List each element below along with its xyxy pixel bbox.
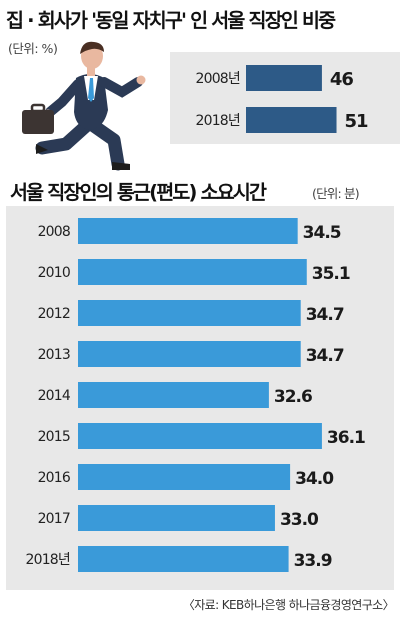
unit-label-commute: (단위: 분)	[312, 186, 360, 201]
chart2-category-label: 2008	[38, 224, 70, 240]
chart1-bar	[246, 107, 337, 133]
chart1-category-label: 2018년	[195, 113, 240, 129]
businessman-running-illustration	[22, 41, 146, 171]
chart1-bar	[246, 65, 322, 91]
chart2-bar	[78, 382, 269, 408]
chart2-bar	[78, 300, 301, 326]
chart2-category-label: 2010	[38, 265, 70, 281]
chart2-value-label: 34.7	[306, 305, 344, 325]
chart2-category-label: 2014	[38, 388, 71, 404]
chart1-category-label: 2008년	[195, 71, 240, 87]
chart2-value-label: 34.5	[303, 223, 341, 243]
chart-commute-time: 2008 34.5 2010 35.1 2012 34.7 2013 34.7 2014 32.6…	[6, 206, 394, 590]
chart2-value-label: 33.9	[294, 551, 332, 571]
chart2-category-label: 2017	[38, 511, 70, 527]
chart1-value-label: 46	[330, 69, 354, 90]
chart2-category-label: 2013	[38, 347, 70, 363]
chart2-category-label: 2016	[38, 470, 71, 486]
chart2-value-label: 34.0	[295, 469, 334, 489]
chart2-value-label: 36.1	[327, 428, 365, 448]
chart1-value-label: 51	[345, 111, 369, 132]
chart2-bar	[78, 218, 298, 244]
chart2-bar	[78, 259, 307, 285]
chart-title-commute: 서울 직장인의 통근(편도) 소요시간	[10, 181, 267, 204]
chart2-bar	[78, 464, 291, 490]
chart2-value-label: 35.1	[312, 264, 350, 284]
chart2-category-label: 2015	[38, 429, 70, 445]
chart2-bar	[78, 505, 275, 531]
chart2-category-label: 2012	[38, 306, 70, 322]
chart2-bar	[78, 546, 289, 572]
chart-share-same-district: 2008년 46 2018년 51	[170, 52, 400, 144]
chart2-bar	[78, 341, 301, 367]
chart2-bar	[78, 423, 322, 449]
chart2-value-label: 34.7	[306, 346, 344, 366]
chart2-value-label: 32.6	[274, 387, 312, 407]
chart2-category-label: 2018년	[25, 552, 70, 568]
unit-label-share: (단위: %)	[8, 41, 58, 56]
source-note: 〈자료: KEB하나은행 하나금융경영연구소〉	[182, 598, 395, 612]
chart2-value-label: 33.0	[280, 510, 319, 530]
chart-title-share: 집 · 회사가 '동일 자치구' 인 서울 직장인 비중	[6, 9, 336, 32]
